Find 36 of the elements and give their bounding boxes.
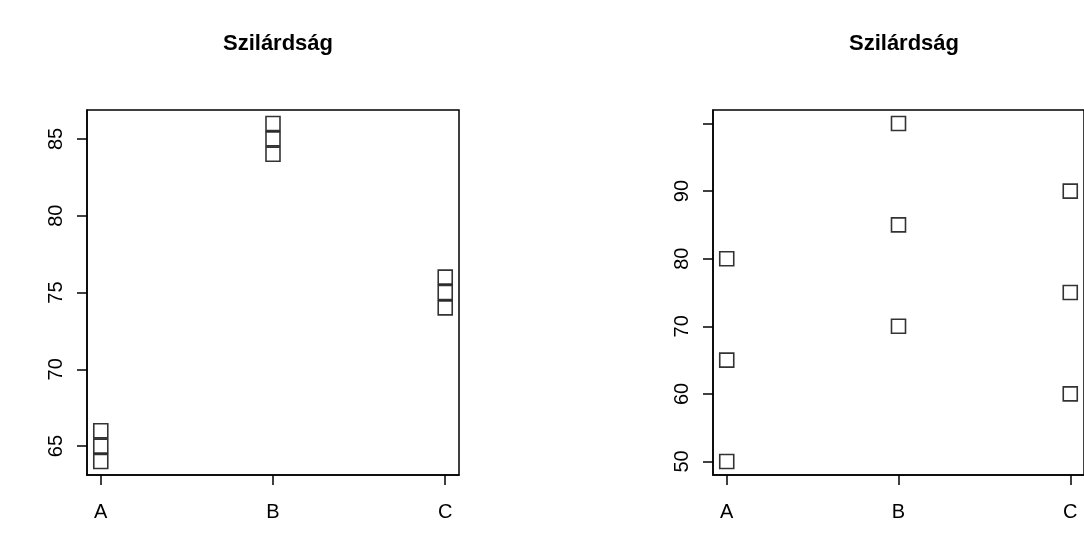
point bbox=[718, 250, 735, 267]
point bbox=[92, 438, 109, 454]
y-tick-label: 70 bbox=[44, 358, 66, 381]
point bbox=[265, 131, 281, 147]
point bbox=[92, 453, 109, 470]
y-tick-label: 80 bbox=[670, 247, 692, 270]
x-tick-label: A bbox=[94, 500, 109, 522]
point bbox=[1062, 183, 1079, 199]
y-tick-label: 65 bbox=[44, 434, 66, 458]
y-tick-label: 90 bbox=[670, 179, 692, 203]
point bbox=[890, 217, 907, 233]
chart-title: Szilárdság bbox=[222, 29, 334, 55]
point bbox=[92, 422, 109, 439]
y-tick-label: 75 bbox=[44, 281, 66, 304]
point bbox=[437, 300, 454, 316]
x-tick-label: A bbox=[720, 500, 735, 522]
point bbox=[718, 352, 735, 368]
point bbox=[890, 318, 907, 335]
point bbox=[1062, 284, 1079, 301]
y-tick-label: 50 bbox=[670, 450, 692, 473]
y-tick-label: 60 bbox=[670, 382, 692, 406]
y-tick-label: 85 bbox=[44, 127, 66, 151]
point bbox=[265, 115, 281, 132]
x-tick-label: B bbox=[266, 500, 280, 522]
y-tick-label: 80 bbox=[44, 204, 66, 227]
x-tick-label: C bbox=[1063, 500, 1078, 522]
point bbox=[890, 115, 907, 132]
point bbox=[1062, 386, 1079, 402]
point bbox=[437, 269, 454, 285]
point bbox=[718, 453, 735, 470]
x-tick-label: B bbox=[891, 500, 906, 522]
chart-title: Szilárdság bbox=[848, 29, 960, 55]
point bbox=[437, 284, 454, 301]
y-tick-label: 70 bbox=[670, 315, 692, 338]
point bbox=[265, 146, 281, 163]
x-tick-label: C bbox=[438, 500, 453, 522]
